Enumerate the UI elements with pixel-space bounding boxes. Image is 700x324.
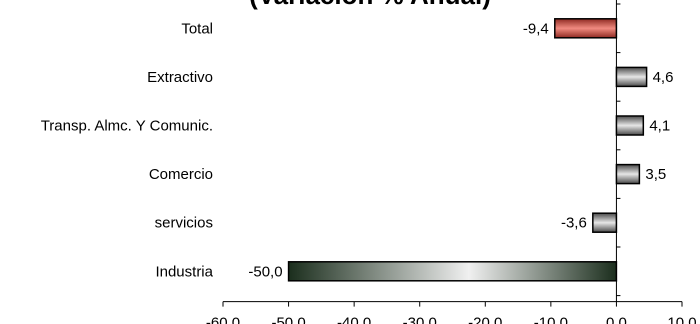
x-tick-label: -30,0: [403, 315, 437, 324]
x-tick-label: 10,0: [667, 315, 696, 324]
chart-title: (Variación % Anual): [249, 0, 491, 10]
category-label: Extractivo: [147, 69, 213, 86]
category-label: Comercio: [149, 166, 213, 183]
data-label: -3,6: [561, 215, 587, 232]
bar: [615, 115, 645, 136]
x-tick-label: -40,0: [337, 315, 371, 324]
data-label: -9,4: [523, 20, 549, 37]
category-label: Total: [181, 20, 213, 37]
x-tick-label: -10,0: [534, 315, 568, 324]
x-tick-label: -60,0: [206, 315, 240, 324]
bar: [615, 163, 641, 185]
x-tick-label: -20,0: [468, 315, 502, 324]
bar: [615, 66, 648, 88]
bars-group: Total -9,4 Extractivo 4,6 Transp. Almc. Y Co…: [41, 18, 674, 282]
data-label: 4,6: [653, 69, 674, 86]
data-label: 3,5: [645, 166, 666, 183]
x-tick-label: 0,0: [606, 315, 627, 324]
bar: [592, 212, 618, 233]
data-label: -50,0: [248, 263, 282, 280]
data-label: 4,1: [649, 118, 670, 135]
category-label: Industria: [155, 263, 213, 280]
category-label: Transp. Almc. Y Comunic.: [41, 118, 213, 135]
bar: [554, 18, 618, 39]
category-label: servicios: [155, 215, 213, 232]
x-tick-label: -50,0: [271, 315, 305, 324]
bar: [287, 261, 618, 282]
x-axis: -60,0 -50,0 -40,0 -30,0 -20,0 -10,0 0,0 10,0: [206, 0, 697, 324]
